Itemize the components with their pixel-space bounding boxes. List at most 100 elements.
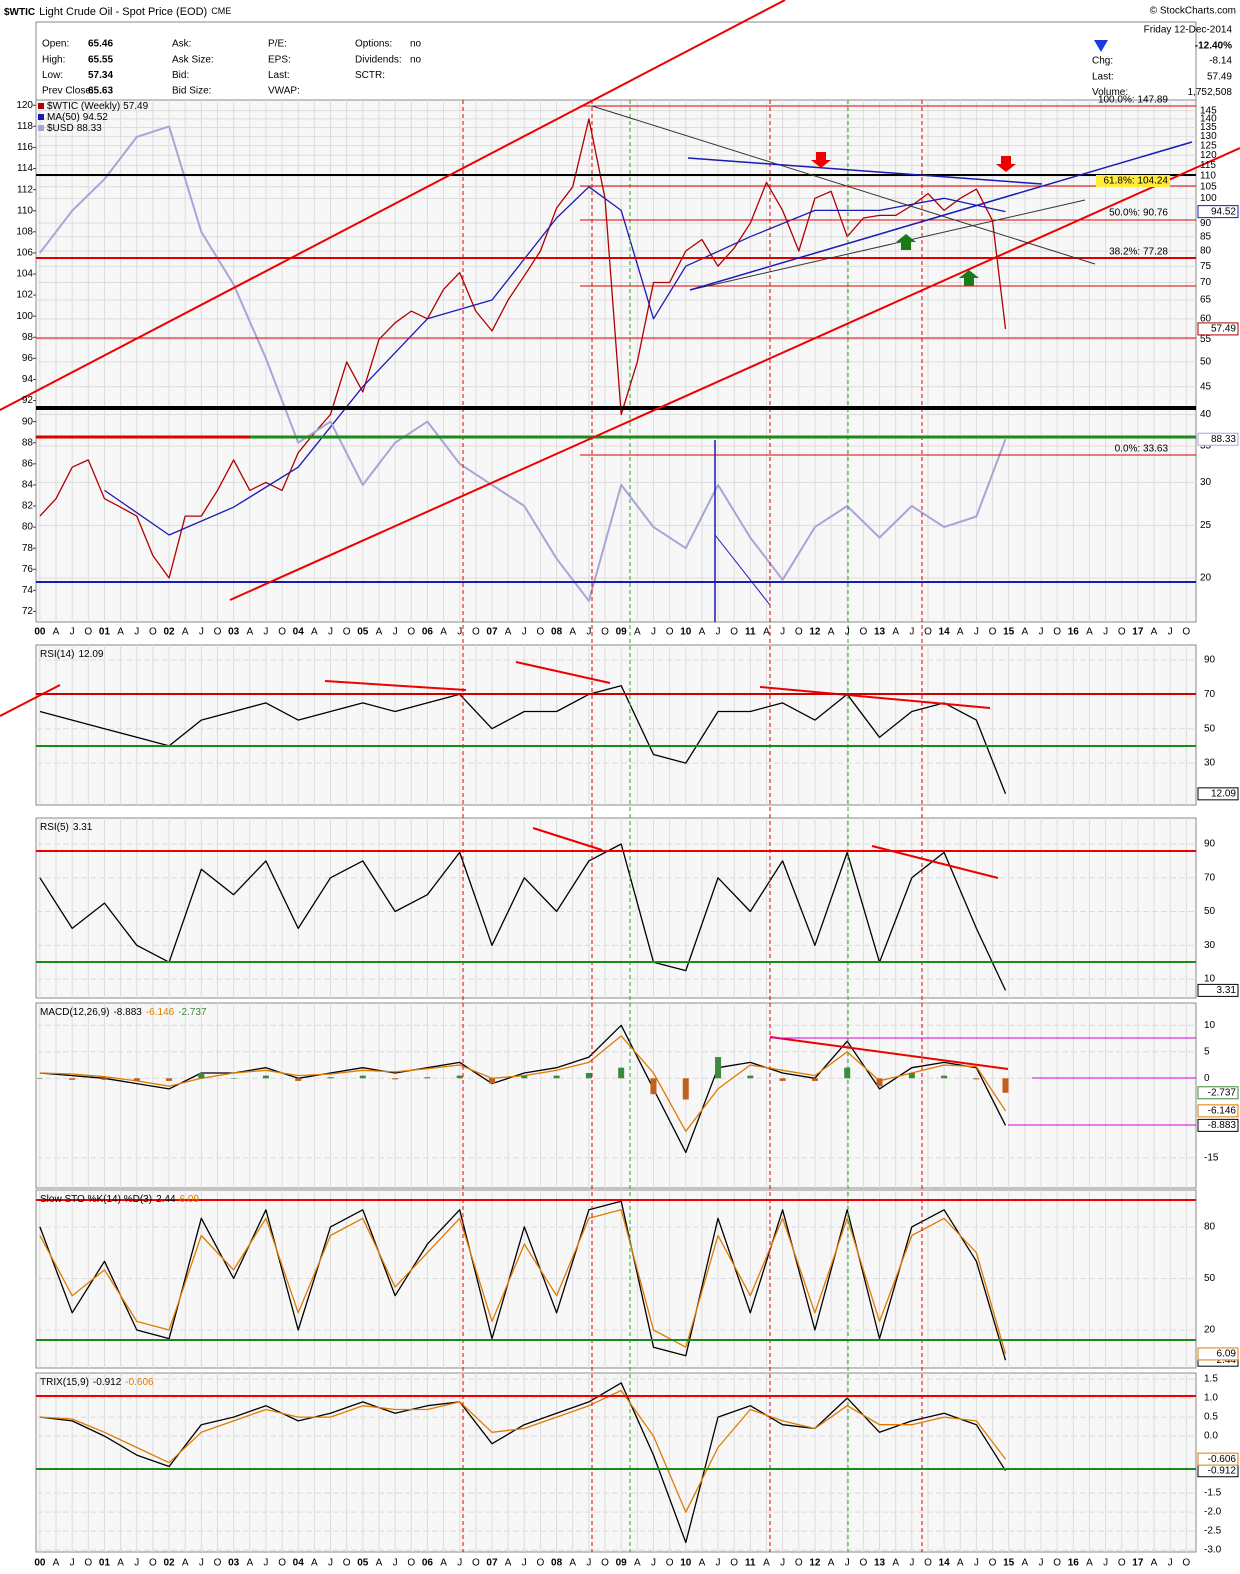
x-tick-label: J [134, 1558, 139, 1569]
field-label: Bid: [172, 70, 189, 81]
series-line [39, 1209, 1007, 1355]
histogram-bar [682, 1078, 689, 1100]
indicator-name: RSI(14) [40, 649, 74, 660]
y-tick-label: 0 [1204, 1073, 1210, 1084]
x-tick-label: 16 [1068, 627, 1080, 638]
divergence-line [515, 661, 611, 684]
x-tick-label: O [924, 627, 932, 638]
field-label: Ask: [172, 39, 191, 50]
last-value-label: 6.09 [1217, 1349, 1237, 1360]
last-value-box [1197, 1347, 1239, 1361]
last-value-box [1197, 322, 1239, 336]
x-tick-label: A [569, 1558, 576, 1569]
x-tick-label: A [828, 1558, 835, 1569]
x-tick-label: J [70, 627, 75, 638]
x-tick-label: J [522, 627, 527, 638]
x-tick-label: O [472, 627, 480, 638]
y-tick-label: 50 [1204, 723, 1216, 734]
x-tick-label: A [892, 627, 899, 638]
y2-tick-label: 35 [1200, 441, 1212, 452]
indicator-value: -8.883 [113, 1007, 142, 1018]
y-tick-label: 82 [22, 501, 34, 512]
x-tick-label: A [311, 627, 318, 638]
y2-tick-label: 105 [1200, 181, 1217, 192]
x-tick-label: J [974, 627, 979, 638]
x-tick-label: O [278, 627, 286, 638]
y-tick-label: 80 [22, 522, 34, 533]
y2-tick-label: 135 [1200, 122, 1217, 133]
x-tick-label: J [457, 1558, 462, 1569]
y-tick-label: 102 [16, 290, 33, 301]
y-tick-label: 106 [16, 248, 33, 259]
y-tick-label: 78 [22, 543, 34, 554]
y-tick-label: -15 [1204, 1152, 1219, 1163]
x-tick-label: A [763, 627, 770, 638]
y2-tick-label: 80 [1200, 246, 1212, 257]
x-tick-label: J [716, 1558, 721, 1569]
x-tick-label: A [376, 627, 383, 638]
divergence-line [759, 686, 991, 709]
x-tick-label: 11 [745, 1558, 756, 1569]
trend-line [687, 157, 1043, 185]
x-tick-label: J [393, 1558, 398, 1569]
field-value: no [410, 54, 422, 65]
x-tick-label: 02 [163, 1558, 175, 1569]
legend-entry: MA(50) 94.52 [47, 112, 108, 123]
last-value-label: 12.09 [1211, 788, 1236, 799]
y2-tick-label: 140 [1200, 114, 1217, 125]
y-tick-label: 1.0 [1204, 1393, 1218, 1404]
field-label: P/E: [268, 39, 287, 50]
x-tick-label: A [311, 1558, 318, 1569]
field-value: no [410, 39, 422, 50]
y2-tick-label: 45 [1200, 381, 1212, 392]
fib-annotation: 100.0%: 147.89 [1098, 95, 1168, 106]
x-tick-label: O [989, 1558, 997, 1569]
last-value-box [1197, 1452, 1239, 1466]
x-tick-label: 14 [939, 627, 951, 638]
divergence-line [532, 827, 603, 851]
x-tick-label: O [214, 1558, 222, 1569]
x-tick-label: J [1038, 627, 1043, 638]
x-tick-label: O [1118, 1558, 1126, 1569]
x-tick-label: J [328, 1558, 333, 1569]
y-tick-label: 120 [16, 100, 33, 111]
legend-entry: $WTIC (Weekly) 57.49 [47, 101, 149, 112]
panel-title: RSI(14) 12.09 [40, 649, 104, 660]
x-tick-label: A [1022, 627, 1029, 638]
x-tick-label: 08 [551, 1558, 563, 1569]
y2-tick-label: 90 [1200, 218, 1212, 229]
x-tick-label: 09 [616, 627, 628, 638]
x-tick-label: J [70, 1558, 75, 1569]
y-tick-label: 90 [22, 416, 34, 427]
legend-value: 88.33 [77, 123, 102, 134]
quote-label: Volume: [1092, 87, 1128, 98]
last-value-label: -0.606 [1208, 1454, 1237, 1465]
trend-line [689, 199, 1086, 291]
indicator-name: Slow STO %K(14) %D(3) [40, 1194, 152, 1205]
y-tick-label: 118 [17, 121, 33, 132]
series-line [39, 118, 1007, 579]
x-tick-label: O [924, 1558, 932, 1569]
y-tick-label: 70 [1204, 689, 1216, 700]
change-pct: -12.40% [1195, 41, 1232, 52]
series-line [39, 1200, 1007, 1361]
plot-area [36, 118, 1009, 1544]
last-value-box [1197, 1086, 1239, 1100]
field-label: Dividends: [355, 54, 402, 65]
y-tick-label: 92 [22, 395, 34, 406]
divergence-line [324, 680, 467, 691]
x-tick-label: 14 [939, 1558, 951, 1569]
field-value: 57.34 [88, 70, 113, 81]
last-value-label: 88.33 [1211, 434, 1236, 445]
last-value-label: -8.883 [1208, 1120, 1237, 1131]
x-tick-label: J [586, 627, 591, 638]
x-tick-label: J [457, 627, 462, 638]
indicator-value: 12.09 [78, 649, 103, 660]
x-tick-label: A [699, 1558, 706, 1569]
panel-background [35, 1189, 1197, 1369]
histogram-bar [876, 1078, 883, 1087]
field-label: Open: [42, 39, 69, 50]
x-tick-label: 15 [1003, 1558, 1015, 1569]
x-tick-label: O [84, 627, 92, 638]
